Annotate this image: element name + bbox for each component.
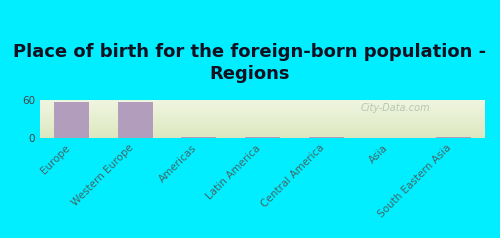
- Bar: [245, 137, 280, 138]
- Text: Place of birth for the foreign-born population -
Regions: Place of birth for the foreign-born popu…: [14, 43, 486, 83]
- Bar: [40, 114, 485, 115]
- Bar: [40, 115, 485, 116]
- Bar: [118, 102, 153, 138]
- Bar: [40, 128, 485, 129]
- Bar: [40, 104, 485, 105]
- Bar: [40, 134, 485, 135]
- Bar: [40, 109, 485, 110]
- Bar: [40, 101, 485, 102]
- Text: City-Data.com: City-Data.com: [360, 103, 430, 113]
- Bar: [40, 107, 485, 108]
- Bar: [40, 132, 485, 133]
- Bar: [40, 129, 485, 130]
- Bar: [40, 135, 485, 136]
- Bar: [40, 112, 485, 113]
- Bar: [40, 136, 485, 137]
- Bar: [308, 137, 344, 138]
- Bar: [40, 131, 485, 132]
- Bar: [40, 122, 485, 123]
- Bar: [40, 106, 485, 107]
- Bar: [40, 125, 485, 126]
- Bar: [40, 121, 485, 122]
- Bar: [40, 120, 485, 121]
- Bar: [40, 113, 485, 114]
- Bar: [40, 126, 485, 127]
- Bar: [40, 102, 485, 103]
- Bar: [40, 130, 485, 131]
- Bar: [40, 110, 485, 111]
- Bar: [182, 137, 216, 138]
- Bar: [40, 117, 485, 118]
- Bar: [40, 118, 485, 119]
- Bar: [40, 127, 485, 128]
- Bar: [40, 103, 485, 104]
- Bar: [40, 108, 485, 109]
- Bar: [40, 116, 485, 117]
- Bar: [40, 124, 485, 125]
- Bar: [40, 111, 485, 112]
- Bar: [40, 119, 485, 120]
- Bar: [436, 137, 470, 138]
- Bar: [40, 137, 485, 138]
- Bar: [40, 100, 485, 101]
- Bar: [40, 123, 485, 124]
- Bar: [40, 105, 485, 106]
- Bar: [40, 133, 485, 134]
- Bar: [54, 102, 90, 138]
